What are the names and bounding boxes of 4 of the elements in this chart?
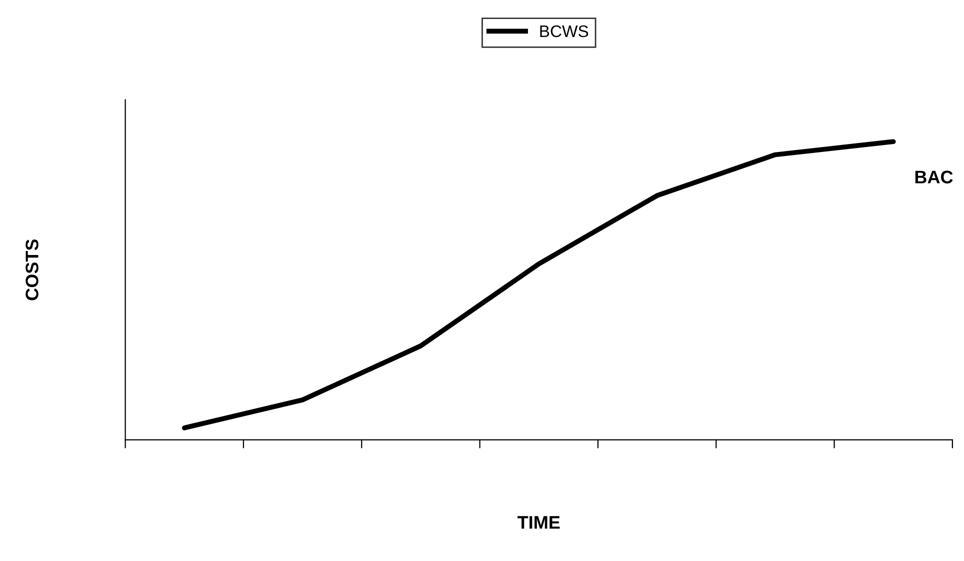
annotation: BAC xyxy=(915,170,953,184)
x-axis-title: TIME xyxy=(518,516,560,529)
legend-label: BCWS xyxy=(540,25,588,38)
y-axis-title: COSTS xyxy=(26,239,38,300)
